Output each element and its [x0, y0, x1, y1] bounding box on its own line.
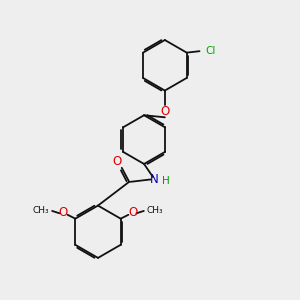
- Text: N: N: [150, 173, 159, 186]
- Text: Cl: Cl: [206, 46, 216, 56]
- Text: O: O: [160, 106, 170, 118]
- Text: O: O: [128, 206, 137, 219]
- Text: CH₃: CH₃: [147, 206, 164, 215]
- Text: O: O: [112, 155, 121, 168]
- Text: H: H: [162, 176, 169, 186]
- Text: O: O: [59, 206, 68, 219]
- Text: CH₃: CH₃: [32, 206, 49, 215]
